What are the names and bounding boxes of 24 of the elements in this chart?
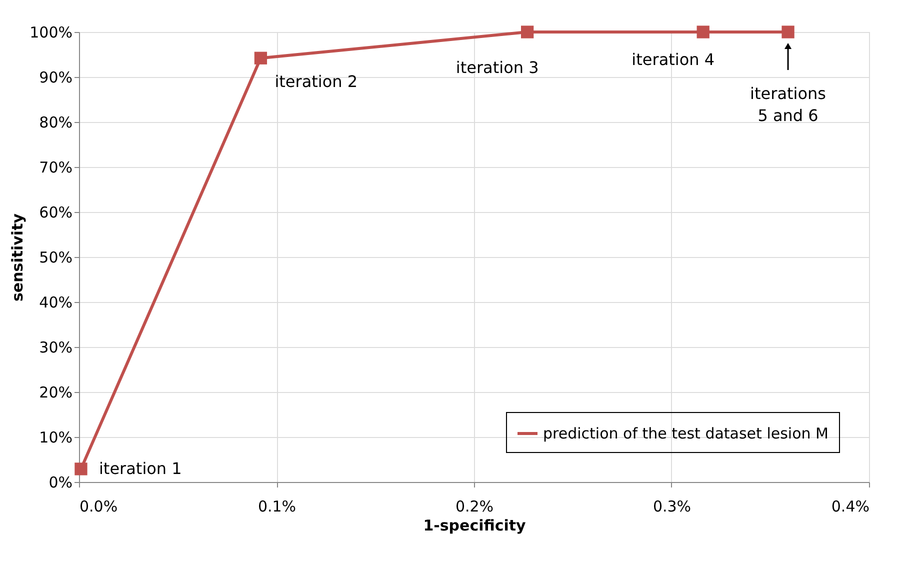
annotation: iteration 1 <box>98 458 182 478</box>
y-tick-label: 30% <box>39 338 72 356</box>
y-tick-label: 20% <box>39 384 72 402</box>
x-tick-label: 0.4% <box>831 498 870 516</box>
y-tick-label: 10% <box>39 428 72 446</box>
y-tick-label: 50% <box>39 248 72 266</box>
annotation: iteration 4 <box>632 50 715 69</box>
y-tick-label: 70% <box>39 158 72 176</box>
y-tick-label: 0% <box>48 474 72 492</box>
y-tick-label: 90% <box>39 68 72 86</box>
x-tick-label: 0.2% <box>455 498 494 516</box>
x-tick-label: 0.3% <box>652 498 692 516</box>
y-tick-label: 100% <box>30 24 72 42</box>
legend-label: prediction of the test dataset lesion M <box>543 424 828 442</box>
annotation: iteration 3 <box>456 58 539 77</box>
x-tick-label: 0.0% <box>80 498 118 516</box>
y-axis-title: sensitivity <box>8 213 27 302</box>
annotation: iteration 2 <box>274 72 358 92</box>
y-tick-label: 60% <box>39 204 72 222</box>
x-axis-title: 1-specificity <box>423 516 526 534</box>
y-tick-label: 40% <box>39 294 72 312</box>
x-tick-label: 0.1% <box>258 498 296 516</box>
y-tick-label: 80% <box>39 114 72 132</box>
annotation: iterations 5 and 6 <box>750 84 826 125</box>
